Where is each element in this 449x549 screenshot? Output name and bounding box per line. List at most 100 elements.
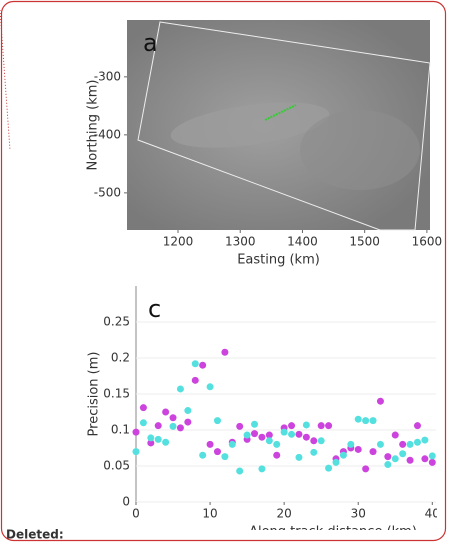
point [317, 437, 325, 445]
point [199, 451, 207, 459]
point [302, 421, 310, 429]
outline [137, 21, 431, 231]
point [384, 461, 392, 469]
y-tick-label: 0.05 [103, 459, 130, 473]
panel-c: 0 0.05 0.1 0.15 0.2 0.25 0 10 20 30 40 Along track … [87, 286, 440, 540]
point [251, 420, 259, 428]
point [147, 439, 155, 447]
point [406, 456, 414, 464]
point [332, 458, 340, 466]
point [236, 422, 244, 430]
point [154, 422, 162, 430]
point [176, 385, 184, 393]
point [317, 422, 325, 430]
point [280, 428, 288, 436]
x-tick-label: 10 [202, 507, 217, 521]
point [310, 437, 318, 445]
point [184, 418, 192, 426]
point [162, 438, 170, 446]
point [362, 465, 370, 473]
x-tick-label: 1400 [287, 235, 318, 249]
point [132, 428, 140, 436]
y-tick-label: 0.2 [111, 351, 130, 365]
panel-a: -500 -400 -300 1200 1300 1400 1500 1600 Easting … [86, 20, 443, 268]
point [132, 448, 140, 456]
x-axis-label: Along track distance (km) [249, 525, 417, 540]
point [184, 407, 192, 415]
point [413, 422, 421, 430]
point [221, 453, 229, 461]
panel-label: a [143, 29, 158, 57]
point [339, 451, 347, 459]
y-tick-label: 0.25 [103, 315, 130, 329]
point [384, 453, 392, 461]
point [288, 422, 296, 430]
point [376, 397, 384, 405]
panel-label: c [148, 295, 161, 323]
point [265, 437, 273, 445]
point [176, 424, 184, 432]
point [169, 422, 177, 430]
point [243, 431, 251, 439]
x-tick-label: 20 [277, 507, 292, 521]
point [191, 360, 199, 368]
x-tick-label: 1600 [412, 235, 443, 249]
point [273, 451, 281, 459]
point [391, 455, 399, 463]
y-tick-label: 0.1 [111, 423, 130, 437]
point [258, 433, 266, 441]
note: Deleted: [6, 528, 64, 542]
point [288, 430, 296, 438]
point [199, 361, 207, 369]
point [213, 448, 221, 456]
point [325, 422, 333, 430]
point [273, 440, 281, 448]
point [347, 440, 355, 448]
point [251, 430, 259, 438]
point [154, 435, 162, 443]
x-tick-label: 0 [132, 507, 140, 521]
point [391, 431, 399, 439]
point [399, 440, 407, 448]
point [428, 452, 436, 460]
y-tick-label: 0.15 [103, 387, 130, 401]
point [206, 440, 214, 448]
point [169, 414, 177, 422]
x-tick-label: 30 [351, 507, 366, 521]
point [302, 433, 310, 441]
y-tick-label: -400 [94, 127, 121, 141]
point [258, 465, 266, 473]
y-tick-label: 0 [122, 495, 130, 509]
point [399, 450, 407, 458]
image-feature [170, 102, 330, 148]
point [369, 448, 377, 456]
point [295, 453, 303, 461]
x-tick-label: 1300 [225, 235, 256, 249]
point [265, 431, 273, 439]
point [428, 458, 436, 466]
x-tick-label: 40 [425, 507, 440, 521]
x-tick-label: 1200 [163, 235, 194, 249]
point [325, 464, 333, 472]
point [228, 440, 236, 448]
point [295, 430, 303, 438]
y-tick-label: -500 [94, 185, 121, 199]
point [369, 417, 377, 425]
point [354, 415, 362, 423]
point [421, 436, 429, 444]
point [362, 417, 370, 425]
y-tick-label: -300 [94, 69, 121, 83]
point [354, 445, 362, 453]
point [421, 455, 429, 463]
point [139, 404, 147, 412]
x-axis-label: Easting (km) [237, 253, 320, 268]
point [406, 440, 414, 448]
point [376, 440, 384, 448]
point [213, 417, 221, 425]
point [191, 376, 199, 384]
point [221, 348, 229, 356]
point [206, 383, 214, 391]
